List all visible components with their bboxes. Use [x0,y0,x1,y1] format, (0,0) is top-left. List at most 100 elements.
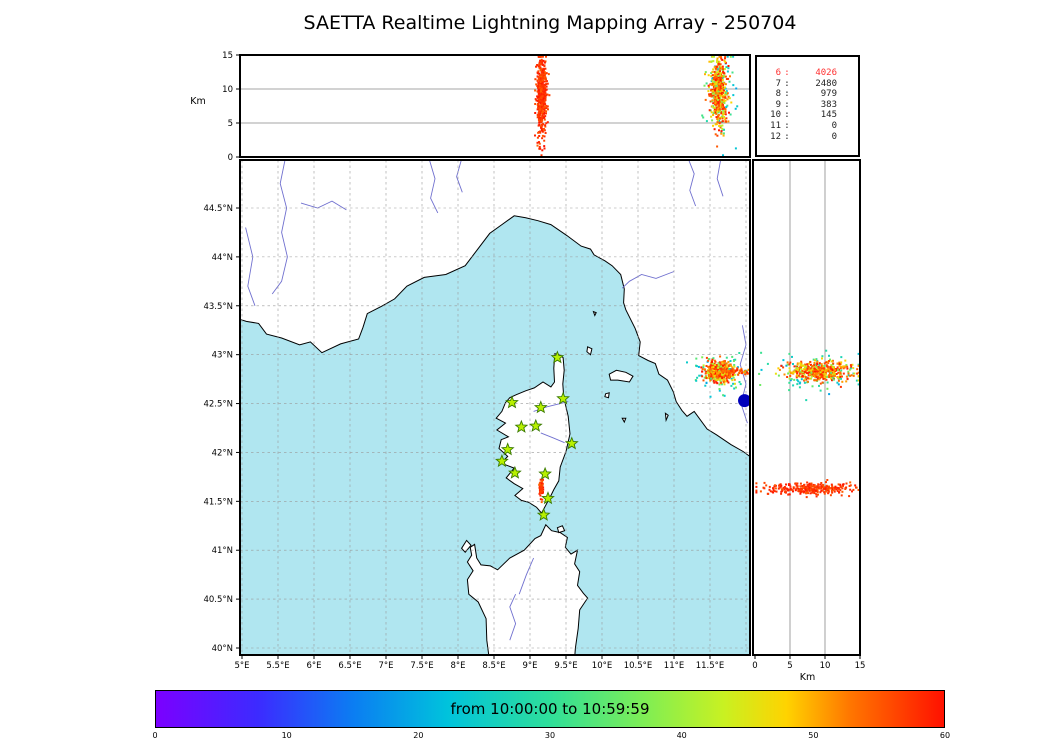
colorbar-axis: 0 10 20 30 40 50 60 [152,731,950,743]
coastline-gorgona [592,310,597,317]
river [688,160,697,207]
lat-tick-label: 44°N [212,253,233,263]
lma-station-star [495,453,509,468]
colorbar-tick-label: 0 [152,731,158,740]
river [716,160,724,197]
coastline-asinara [460,539,472,553]
source-count-row: 12:0 [770,131,837,142]
lat-tick-label: 42.5°N [203,400,233,410]
lightning-scatter-map [538,478,545,504]
plot-title: SAETTA Realtime Lightning Mapping Array … [303,12,797,34]
source-count-panel: 6:4026 7:2480 8:979 9:383 10:145 11:0 12:0 [755,55,860,157]
lightning-scatter-top [536,141,544,157]
right-panel-border [752,159,861,656]
river [739,325,748,424]
colorbar-tick-label: 20 [413,731,424,740]
coastline-continent [240,160,750,458]
alt-panel-border [239,54,751,158]
map-axes: 5°E 5.5°E 6°E 6.5°E 7°E 7.5°E 8°E 8.5°E 9°E 9.5°E… [203,204,724,671]
coastline-montecristo [621,417,627,424]
source-count-row: 6:4026 [775,68,837,78]
lon-tick-label: 10°E [592,661,612,671]
map-panel [240,160,750,655]
lma-station-star [541,491,555,505]
altitude-longitude-panel: 0 5 10 15 Km [190,51,750,163]
lat-tick-label: 44.5°N [203,204,233,214]
right-alt-tick-label: 5 [787,661,792,671]
lon-tick-label: 5.5°E [266,661,289,671]
lma-station-star [536,507,551,521]
right-alt-tick-label: 15 [855,661,866,671]
river [456,160,463,193]
lon-tick-label: 8°E [450,661,465,671]
lma-stations [495,350,579,521]
lma-station-star [556,391,570,405]
right-alt-tick-label: 10 [820,661,831,671]
river [509,594,517,641]
coastline-giglio [664,412,669,423]
colorbar-tick-label: 40 [676,731,687,740]
lon-tick-label: 9.5°E [554,661,577,671]
lon-tick-label: 9°E [522,661,537,671]
lma-station-star [508,465,522,479]
lma-station-star [500,442,515,456]
colorbar-tick-label: 60 [939,731,951,740]
map-panel-border [239,159,751,656]
source-count-row: 10:145 [770,110,837,121]
colorbar-tick-label: 30 [544,731,556,740]
lightning-scatter-top [704,55,733,148]
lat-tick-label: 42°N [212,448,233,458]
colorbar-tick-label: 10 [281,731,292,740]
coastline-maddalena [556,525,566,534]
alt-axis-tick-label: 5 [228,119,233,129]
blue-site-marker [738,394,750,408]
coastline-capraia [586,346,593,356]
map-grid [240,160,750,655]
lat-tick-label: 41°N [212,546,233,556]
lma-station-star [550,350,565,364]
source-count-row: 7:2480 [775,78,837,89]
alt-axis-tick-label: 15 [222,51,233,61]
right-alt-tick-label: 0 [752,661,757,671]
lon-tick-label: 6.5°E [338,661,361,671]
lon-tick-label: 6°E [306,661,321,671]
lat-tick-label: 40.5°N [203,595,233,605]
lon-tick-label: 7.5°E [410,661,433,671]
lma-station-star [528,418,543,432]
colorbar-tick-label: 50 [808,731,819,740]
altitude-latitude-panel: 0 5 10 15 Km [752,160,865,683]
lat-tick-label: 43.5°N [203,302,233,312]
river [518,557,535,595]
lightning-scatter-right [755,479,860,499]
river [428,160,439,214]
river [271,160,288,295]
lon-tick-label: 10.5°E [624,661,653,671]
lon-tick-label: 11°E [664,661,684,671]
lma-station-star [533,400,548,414]
source-count-row: 8:979 [775,89,837,100]
coastline-sardinia [466,523,589,655]
river [300,200,347,211]
lon-tick-label: 11.5°E [696,661,725,671]
lma-station-star [505,395,519,409]
lon-tick-label: 7°E [378,661,393,671]
lma-station-star [564,436,579,450]
lon-tick-label: 8.5°E [482,661,505,671]
river [540,432,565,444]
colorbar-time-label: from 10:00:00 to 10:59:59 [450,700,650,718]
lightning-scatter-top [534,55,551,150]
source-count-row: 11:0 [770,120,837,131]
colorbar: from 10:00:00 to 10:59:59 [155,690,945,728]
alt-axis-title: Km [190,96,205,107]
lat-tick-label: 40°N [212,644,233,654]
lon-tick-label: 5°E [234,661,249,671]
right-alt-axis-title: Km [800,672,815,683]
river [245,227,256,306]
alt-axis-tick-label: 10 [222,85,233,95]
lma-station-star [514,419,529,433]
lightning-scatter-right [774,357,860,388]
coastline-elba [608,369,634,383]
lat-tick-label: 41.5°N [203,497,233,507]
